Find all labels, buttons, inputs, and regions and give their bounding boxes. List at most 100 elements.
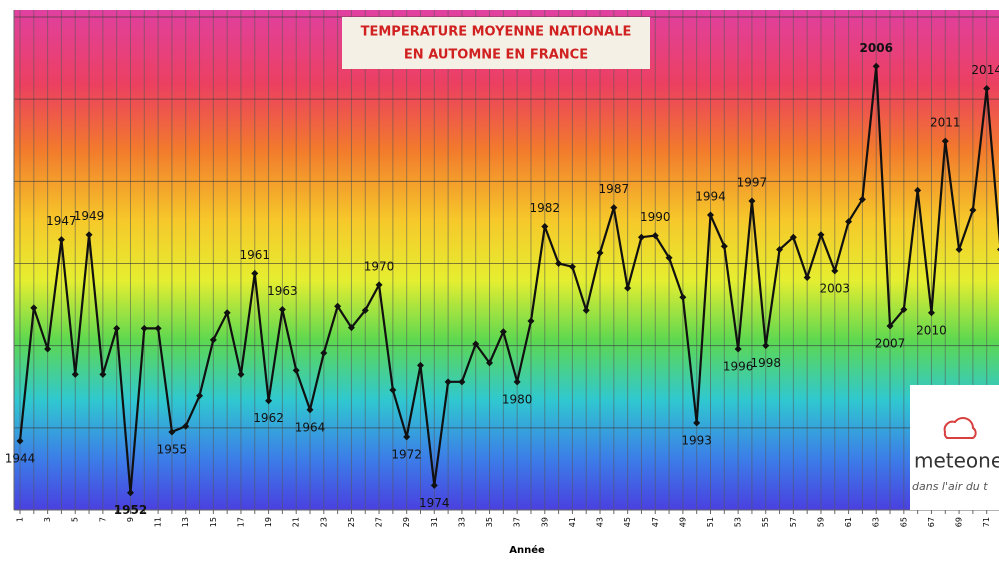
point (955, 246, 963, 254)
point-label: 1955 (157, 442, 188, 456)
x-tick-label: 33 (457, 517, 466, 527)
point-label: 1982 (530, 201, 561, 215)
point (182, 422, 190, 430)
point (278, 306, 286, 314)
point (403, 433, 411, 441)
point-label: 1961 (239, 248, 270, 262)
point (126, 489, 134, 497)
point (44, 345, 52, 353)
point (555, 260, 563, 267)
point-label: 2006 (860, 41, 893, 55)
point (113, 324, 121, 332)
point (292, 366, 300, 374)
x-tick-label: 69 (955, 517, 964, 527)
point (513, 378, 521, 386)
x-tick-label: 47 (651, 517, 660, 527)
x-tick-label: 55 (761, 517, 770, 527)
point (845, 218, 853, 226)
point-label: 1993 (681, 433, 712, 447)
point (430, 481, 438, 489)
point (596, 249, 604, 257)
point-label: 2010 (916, 323, 947, 337)
point (582, 306, 590, 314)
x-tick-label: 39 (540, 517, 549, 527)
point-label: 1949 (74, 209, 105, 223)
point-label: 2014 (971, 63, 999, 77)
logo-name: meteone (914, 449, 999, 473)
point (140, 324, 148, 332)
point-label: 1997 (737, 176, 768, 190)
x-tick-label: 61 (844, 517, 853, 527)
point (734, 345, 742, 353)
point (872, 62, 880, 70)
x-tick-label: 67 (927, 517, 936, 527)
logo-box (910, 385, 999, 510)
point (472, 340, 480, 348)
point (223, 309, 231, 317)
point (983, 84, 991, 92)
point (789, 233, 797, 241)
x-tick-label: 45 (623, 517, 632, 527)
point (361, 306, 369, 314)
point (16, 437, 24, 445)
point-label: 1963 (267, 284, 298, 298)
point (748, 197, 756, 205)
point (458, 378, 466, 386)
x-tick-label: 21 (292, 517, 301, 527)
x-tick-label: 53 (734, 517, 743, 527)
x-tick-label: 37 (513, 517, 522, 527)
point (416, 361, 424, 369)
point-label: 1944 (5, 451, 36, 465)
point (444, 378, 452, 386)
x-tick-label: 29 (402, 517, 411, 527)
point (637, 233, 645, 241)
point-label: 2011 (930, 116, 961, 130)
point-label: 1998 (750, 356, 781, 370)
point (527, 317, 535, 325)
point-label: 1996 (723, 359, 754, 373)
point (886, 322, 894, 330)
point (568, 263, 576, 271)
point (693, 419, 701, 427)
x-tick-label: 23 (319, 517, 328, 527)
x-tick-label: 43 (596, 517, 605, 527)
point-label: 1990 (640, 210, 671, 224)
point (320, 349, 328, 357)
point (624, 284, 632, 292)
x-tick-label: 51 (706, 517, 715, 527)
x-tick-label: 71 (982, 517, 991, 527)
x-tick-label: 9 (126, 517, 135, 522)
x-tick-label: 15 (209, 517, 218, 527)
point (375, 281, 383, 289)
point (803, 273, 811, 281)
x-tick-label: 13 (181, 517, 190, 527)
point-label: 1972 (391, 447, 422, 461)
point (57, 236, 65, 244)
title-box (342, 17, 650, 69)
point-label: 1970 (364, 259, 395, 273)
point (71, 370, 79, 378)
point (831, 267, 839, 275)
x-tick-label: 27 (375, 517, 384, 527)
x-axis-title: Année (509, 544, 545, 556)
point (251, 269, 259, 277)
x-tick-label: 5 (71, 517, 80, 522)
point (85, 231, 93, 239)
point (389, 386, 397, 394)
x-tick-label: 3 (43, 517, 52, 522)
point (237, 370, 245, 378)
point-label: 1987 (599, 182, 630, 196)
point (665, 254, 673, 262)
x-tick-label: 59 (816, 517, 825, 527)
point (900, 306, 908, 314)
point (762, 342, 770, 350)
chart-subtitle: EN AUTOMNE EN FRANCE (404, 48, 588, 63)
chart-title: TEMPERATURE MOYENNE NATIONALE (361, 25, 632, 40)
point (817, 231, 825, 239)
point (776, 246, 784, 254)
point (651, 232, 659, 240)
point (154, 324, 162, 332)
point (720, 242, 728, 250)
point (30, 304, 38, 312)
